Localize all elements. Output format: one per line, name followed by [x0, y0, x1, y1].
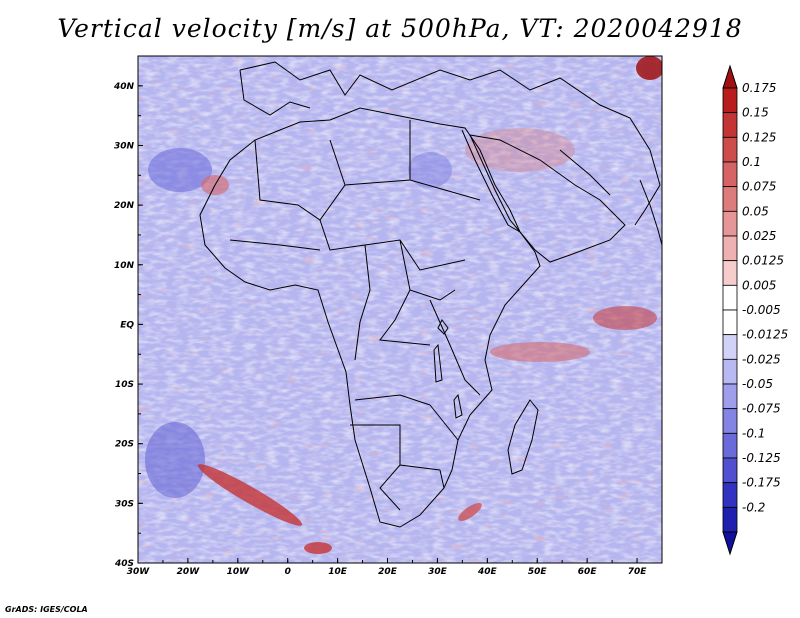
colorbar-label: 0.005: [742, 278, 776, 292]
colorbar-swatch: [722, 161, 738, 188]
colorbar-swatch: [722, 334, 738, 360]
colorbar-label: 0.025: [742, 229, 776, 243]
y-tick-label: 10N: [114, 261, 135, 271]
colorbar-swatch: [722, 87, 738, 114]
credit-footer: GrADS: IGES/COLA: [5, 605, 88, 614]
colorbar-label: -0.0125: [742, 328, 788, 342]
y-tick-label: 20S: [115, 440, 134, 450]
colorbar-label: -0.125: [742, 451, 781, 465]
x-axis: 30W 20W 10W 0 10E 20E 30E 40E 50E 60E 70E: [127, 558, 663, 577]
y-tick-label: 40S: [114, 559, 134, 569]
x-tick-label: 0: [285, 567, 291, 577]
x-tick-label: 40E: [477, 567, 498, 577]
colorbar-swatch: [722, 136, 738, 163]
x-tick-label: 30E: [428, 567, 448, 577]
map-title: Vertical velocity [m/s] at 500hPa, VT: 2…: [57, 14, 743, 43]
x-tick-label: 10W: [227, 567, 251, 577]
colorbar-label: -0.2: [742, 500, 765, 514]
colorbar-swatch: [722, 457, 738, 484]
colorbar-bottom-arrow: [722, 531, 738, 556]
colorbar-label: -0.175: [742, 476, 781, 490]
colorbar-label: -0.005: [742, 303, 781, 317]
colorbar-swatch: [722, 210, 738, 237]
colorbar-label: 0.175: [742, 81, 776, 95]
colorbar-swatch: [722, 432, 738, 459]
colorbar-label: -0.075: [742, 402, 781, 416]
y-tick-label: 30N: [114, 141, 135, 151]
colorbar-label: 0.05: [742, 204, 769, 218]
colorbar-label: -0.025: [742, 352, 781, 366]
y-tick-label: 10S: [115, 380, 134, 390]
velocity-field: [138, 56, 662, 563]
colorbar-top-arrow: [722, 64, 738, 89]
x-tick-label: 50E: [528, 567, 548, 577]
colorbar-swatch: [722, 408, 738, 434]
y-axis: 40N 30N 20N 10N EQ 10S 20S 30S 40S: [113, 55, 143, 569]
colorbar-label: 0.0125: [742, 254, 784, 268]
colorbar-swatch: [722, 383, 738, 410]
colorbar-swatch: [722, 506, 738, 533]
x-tick-label: 20W: [177, 567, 201, 577]
y-tick-label: 20N: [114, 201, 135, 211]
colorbar-label: -0.1: [742, 426, 765, 440]
colorbar-swatch: [722, 112, 738, 138]
colorbar: 0.175 0.15 0.125 0.1 0.075 0.05 0.025 0.0125 0.0…: [722, 64, 788, 556]
colorbar-swatch: [722, 186, 738, 212]
colorbar-swatch: [722, 284, 738, 311]
colorbar-swatch: [722, 235, 738, 262]
plot-frame: [137, 55, 663, 564]
y-tick-label: 40N: [113, 82, 135, 92]
colorbar-swatch: [722, 260, 738, 286]
y-tick-label: 30S: [115, 499, 134, 509]
colorbar-swatch: [722, 482, 738, 508]
x-tick-label: 70E: [628, 567, 648, 577]
x-tick-label: 20E: [378, 567, 398, 577]
x-tick-label: 10E: [328, 567, 348, 577]
colorbar-swatch: [722, 358, 738, 385]
colorbar-label: 0.075: [742, 180, 776, 194]
colorbar-label: 0.125: [742, 130, 776, 144]
colorbar-label: 0.1: [742, 155, 761, 169]
y-tick-label: EQ: [120, 320, 134, 330]
colorbar-swatch: [722, 309, 738, 336]
x-tick-label: 60E: [578, 567, 598, 577]
colorbar-label: -0.05: [742, 377, 773, 391]
x-tick-label: 30W: [127, 567, 151, 577]
colorbar-label: 0.15: [742, 106, 769, 120]
coastlines: [199, 61, 663, 528]
